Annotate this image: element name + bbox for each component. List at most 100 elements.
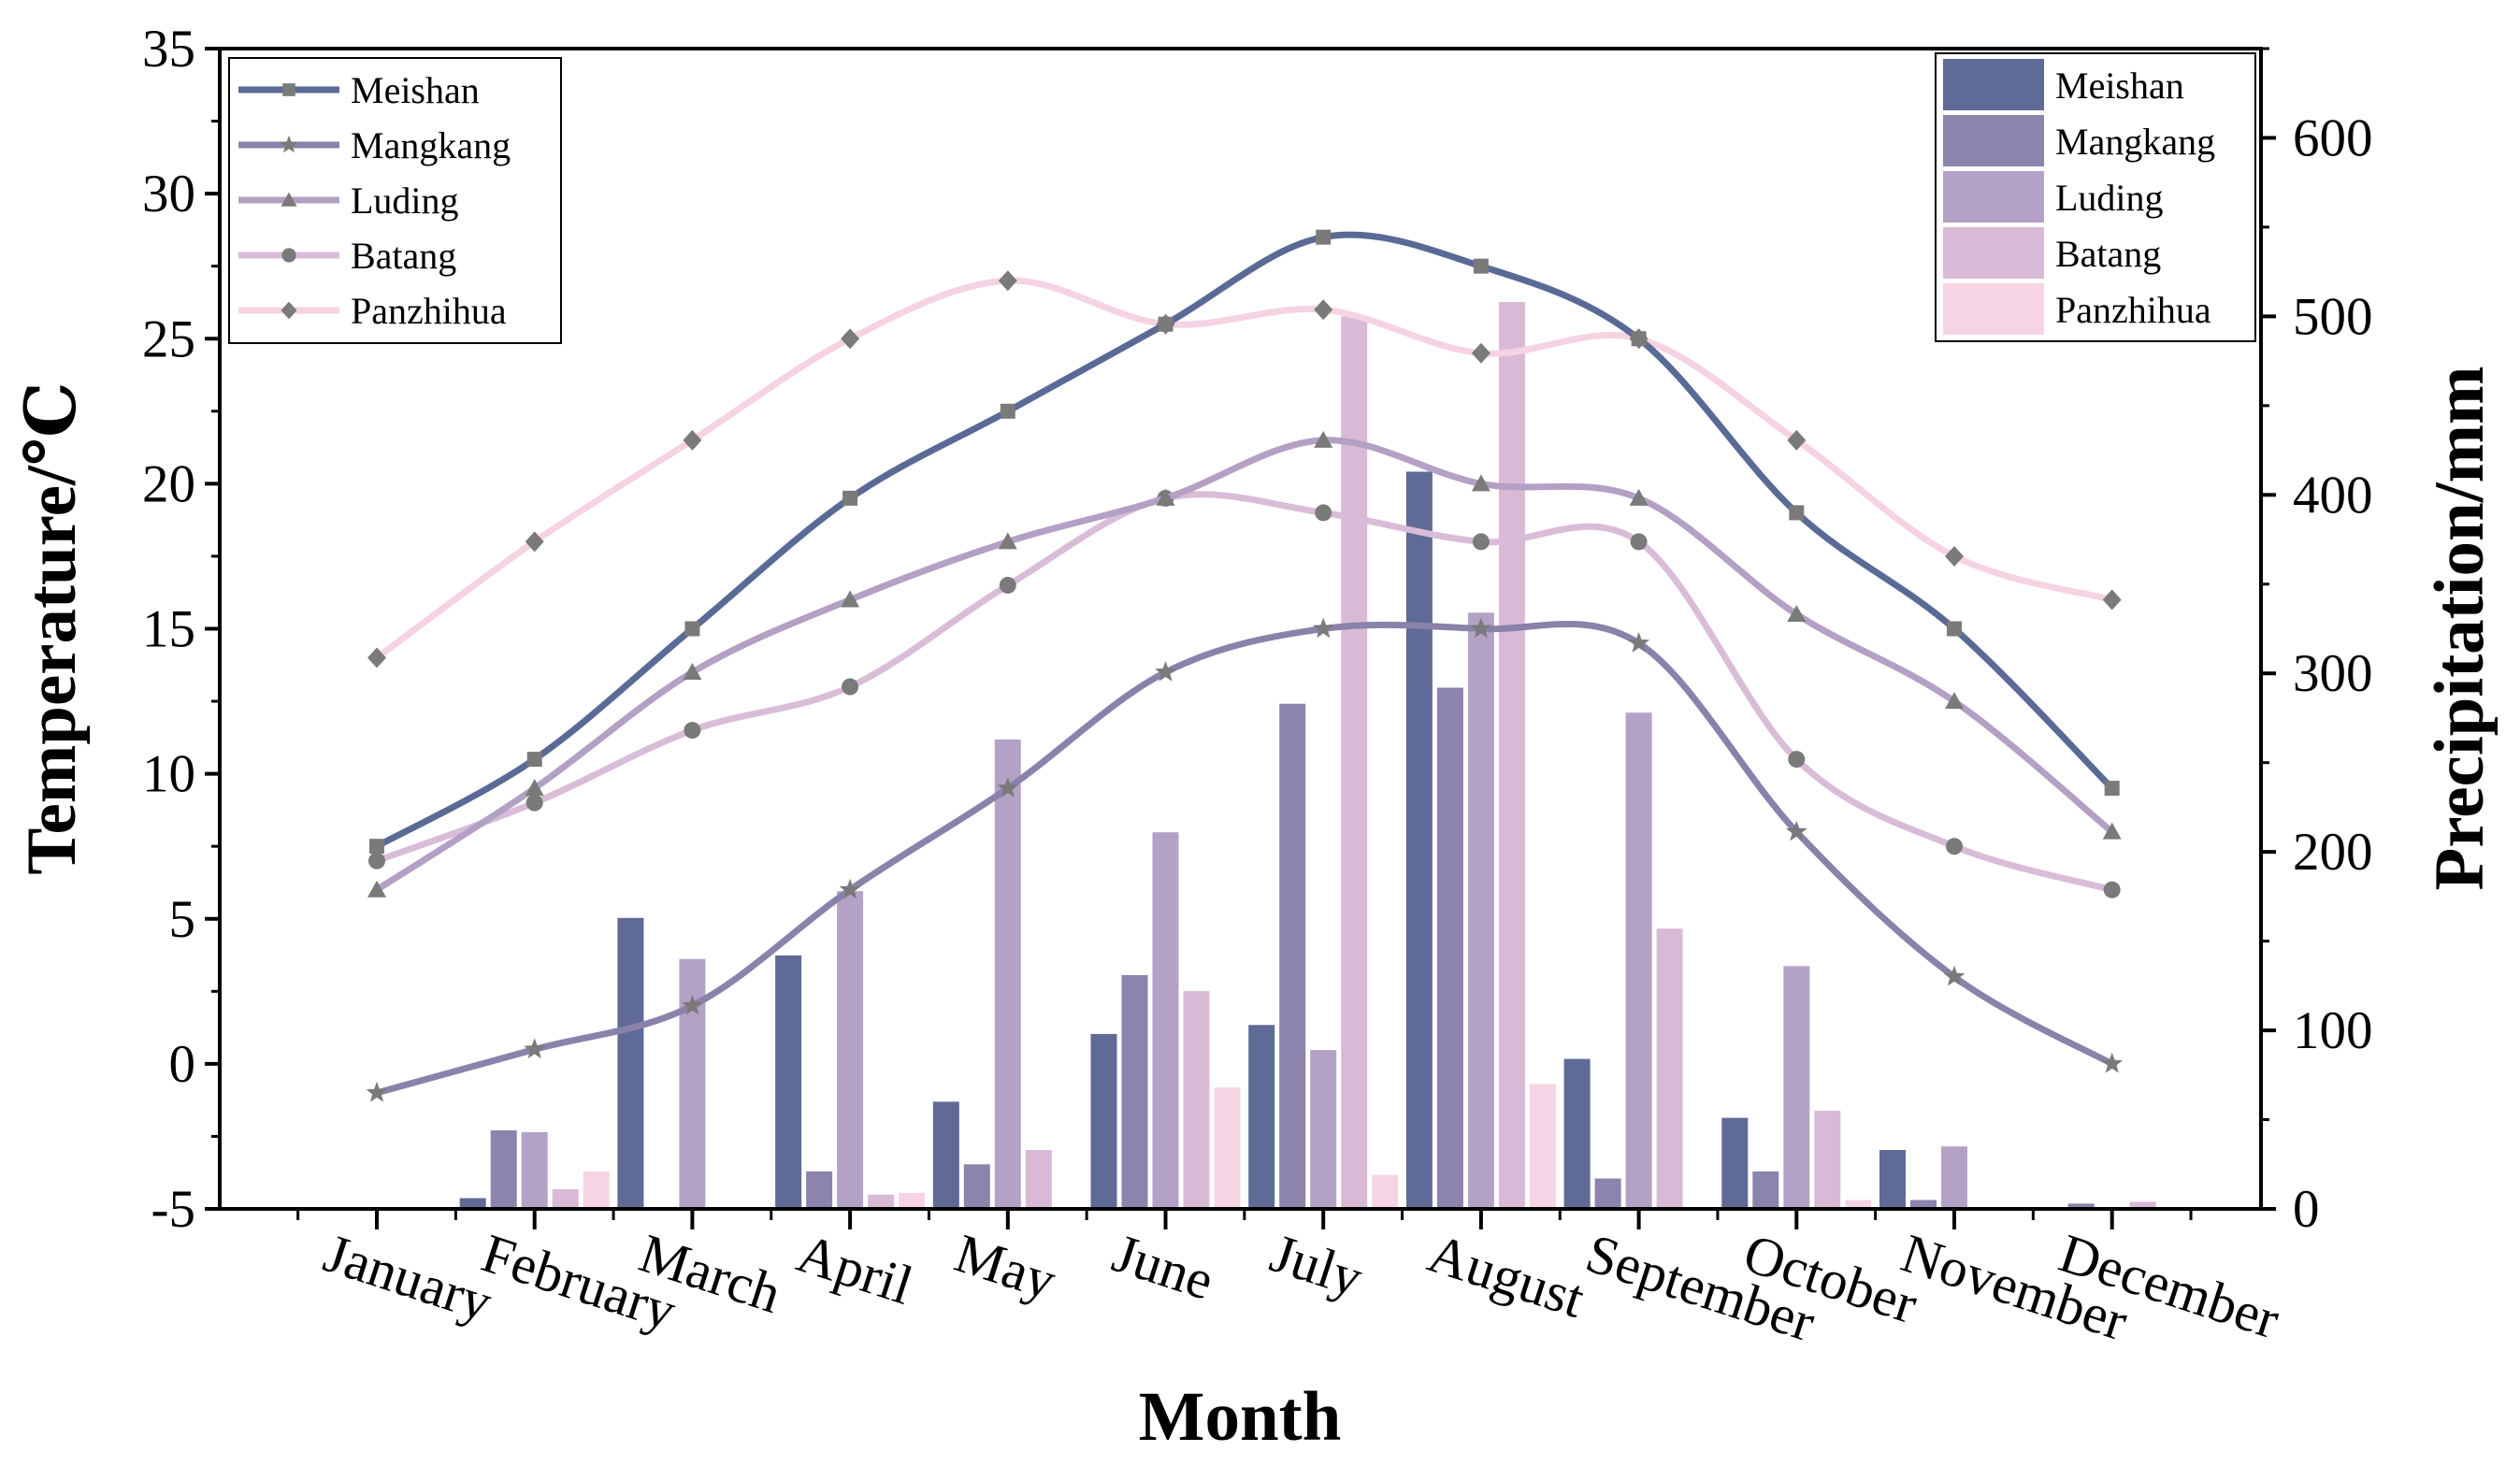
point-batang-november (1946, 838, 1963, 855)
point-luding-september (1629, 488, 1649, 506)
y-right-tick-label: 500 (2293, 287, 2373, 346)
point-panzhihua-april (841, 328, 860, 350)
y-right-tick-label: 600 (2293, 108, 2373, 167)
legend-precipitation-label-batang: Batang (2055, 233, 2161, 275)
bar-batang-may (1025, 1150, 1052, 1209)
point-meishan-march (684, 621, 700, 637)
y-left-tick-label: 25 (142, 309, 195, 368)
point-meishan-april (842, 490, 858, 506)
point-panzhihua-october (1787, 429, 1807, 451)
point-luding-february (525, 779, 544, 797)
legend-precipitation-label-panzhihua: Panzhihua (2055, 289, 2211, 331)
x-tick-label-may: May (948, 1222, 1064, 1312)
legend-precipitation-swatch-luding (1943, 171, 2044, 223)
x-tick-label-august: August (1421, 1222, 1592, 1330)
point-meishan-november (1947, 621, 1962, 637)
point-mangkang-february (524, 1038, 546, 1059)
precipitation-bars (302, 302, 2187, 1211)
point-mangkang-october (1785, 820, 1807, 841)
legend-precipitation-swatch-mangkang (1943, 115, 2044, 166)
point-meishan-september (1631, 331, 1647, 347)
bar-batang-july (1341, 316, 1368, 1209)
legend-precipitation-swatch-panzhihua (1943, 283, 2044, 335)
bar-batang-december (2129, 1201, 2156, 1209)
bar-batang-april (868, 1194, 895, 1209)
legend-temperature-label-panzhihua: Panzhihua (351, 290, 507, 332)
bar-mangkang-september (1594, 1178, 1621, 1209)
y-right-axis-title: Precipitation/mm (2421, 366, 2498, 891)
bar-panzhihua-april (899, 1192, 926, 1209)
legend-precipitation-label-mangkang: Mangkang (2055, 121, 2215, 163)
bar-luding-august (1467, 612, 1494, 1209)
bar-luding-june (1152, 832, 1179, 1209)
bar-meishan-july (1248, 1025, 1275, 1209)
point-panzhihua-august (1471, 342, 1490, 364)
point-batang-august (1472, 533, 1490, 551)
bar-batang-june (1183, 991, 1210, 1209)
bar-meishan-april (775, 955, 802, 1209)
point-mangkang-january (366, 1081, 388, 1102)
y-right-tick-label: 200 (2293, 823, 2373, 882)
point-meishan-october (1789, 505, 1805, 521)
point-batang-april (842, 678, 859, 696)
point-batang-september (1630, 533, 1648, 551)
point-panzhihua-may (998, 270, 1017, 292)
point-luding-april (841, 590, 860, 608)
point-meishan-june (1158, 316, 1174, 332)
bar-mangkang-october (1752, 1171, 1779, 1209)
bar-meishan-november (1879, 1150, 1906, 1209)
legend-temperature-label-mangkang: Mangkang (351, 124, 511, 166)
point-luding-june (1156, 488, 1175, 506)
y-left-tick-label: 30 (142, 165, 195, 223)
bar-batang-september (1656, 928, 1683, 1209)
point-mangkang-november (1943, 965, 1966, 986)
x-axis-title: Month (1139, 1378, 1342, 1456)
bar-meishan-september (1563, 1058, 1591, 1209)
legend-temperature-marker-mangkang (280, 135, 298, 153)
point-luding-july (1314, 430, 1333, 448)
point-meishan-february (526, 752, 542, 768)
bar-luding-may (994, 739, 1021, 1209)
bar-panzhihua-august (1529, 1084, 1556, 1209)
point-luding-november (1945, 692, 1964, 710)
bar-panzhihua-july (1372, 1174, 1399, 1209)
bar-luding-february (521, 1131, 548, 1209)
temperature-lines (366, 229, 2124, 1102)
point-batang-march (684, 722, 701, 740)
point-luding-october (1787, 604, 1807, 622)
point-meishan-january (369, 839, 384, 855)
point-mangkang-december (2101, 1052, 2124, 1073)
bar-meishan-may (932, 1101, 959, 1209)
point-panzhihua-february (525, 531, 544, 553)
bar-luding-october (1783, 966, 1810, 1209)
bar-mangkang-june (1121, 974, 1148, 1209)
point-luding-may (998, 532, 1017, 550)
bar-mangkang-august (1436, 687, 1463, 1209)
point-luding-march (683, 663, 702, 681)
point-panzhihua-december (2102, 589, 2122, 611)
point-batang-december (2103, 881, 2121, 898)
bar-luding-september (1625, 712, 1652, 1209)
point-mangkang-august (1470, 617, 1492, 639)
legend-temperature-marker-panzhihua (281, 301, 297, 320)
legend-precipitation-label-meishan: Meishan (2055, 65, 2184, 107)
point-luding-january (367, 880, 386, 898)
point-panzhihua-january (367, 647, 386, 668)
point-batang-july (1315, 504, 1332, 522)
legend-temperature-marker-meishan (282, 83, 295, 96)
x-tick-label-june: June (1105, 1222, 1220, 1312)
point-mangkang-march (682, 994, 703, 1015)
y-left-tick-label: 15 (142, 600, 195, 659)
legend-temperature-marker-luding (281, 192, 297, 207)
bar-batang-october (1814, 1111, 1841, 1209)
legend-precipitation-label-luding: Luding (2055, 177, 2164, 219)
bar-meishan-august (1405, 471, 1433, 1209)
point-mangkang-may (997, 777, 1019, 798)
y-left-tick-label: 20 (142, 454, 195, 513)
legend-temperature-label-batang: Batang (351, 235, 456, 277)
bar-luding-april (837, 891, 864, 1209)
bar-meishan-march (617, 917, 644, 1209)
y-right-tick-label: 400 (2293, 466, 2373, 525)
x-tick-label-july: July (1263, 1222, 1370, 1309)
point-batang-may (999, 576, 1016, 594)
